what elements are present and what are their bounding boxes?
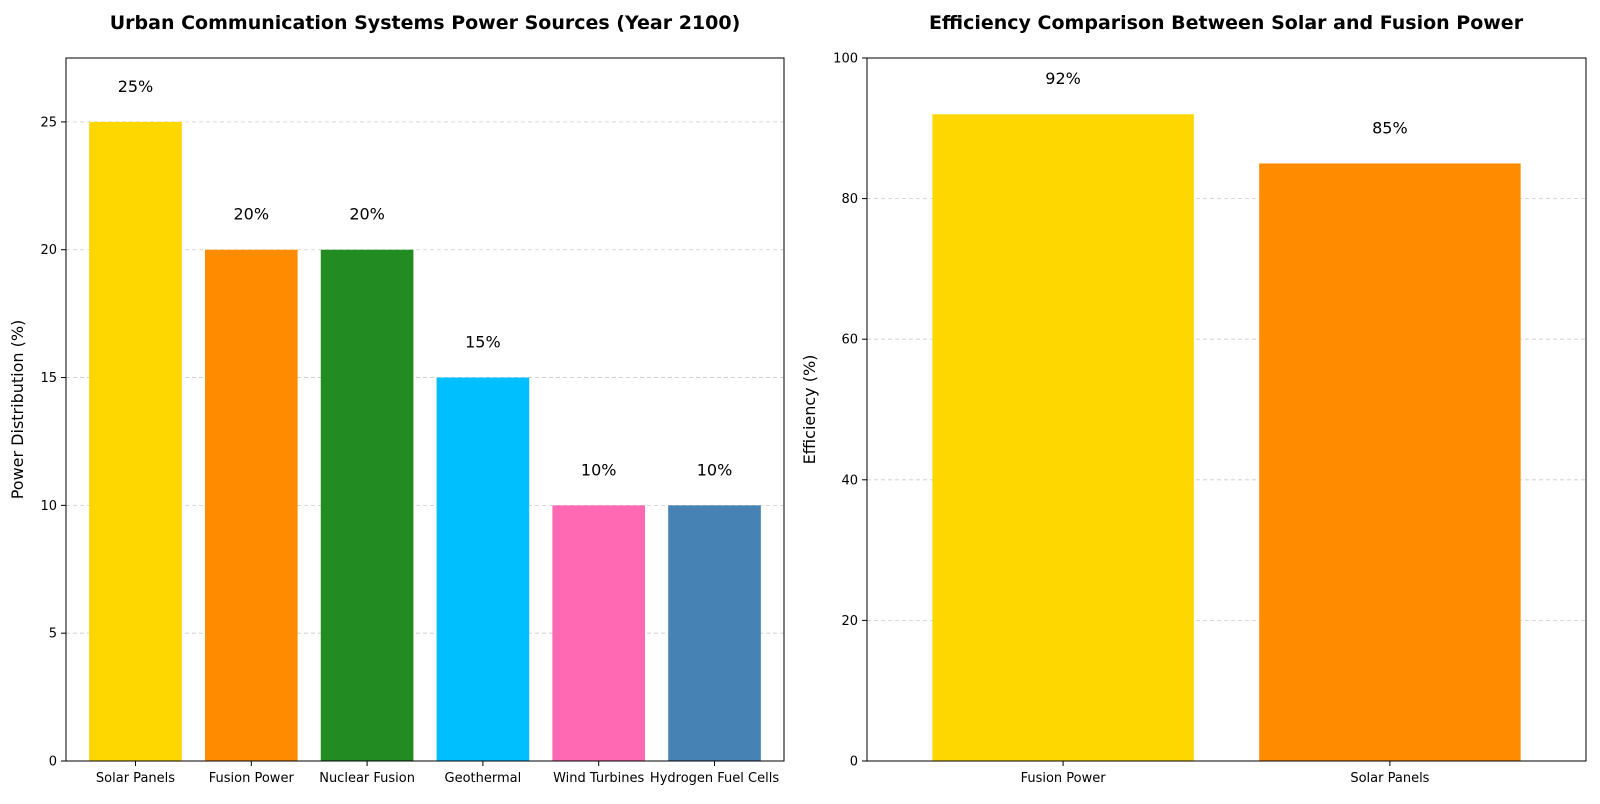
- x-tick-label: Hydrogen Fuel Cells: [650, 771, 779, 786]
- bar-fusion-power: [204, 249, 298, 761]
- y-tick-label: 40: [841, 473, 858, 488]
- y-tick-label: 0: [850, 755, 858, 770]
- y-tick-label: 20: [40, 243, 57, 258]
- y-tick-label: 0: [49, 755, 57, 770]
- data-label: 92%: [1045, 69, 1081, 88]
- y-tick-label: 60: [841, 333, 858, 348]
- bar-geothermal: [436, 377, 530, 761]
- bar-hydrogen-fuel-cells: [668, 505, 761, 761]
- y-tick-label: 100: [833, 52, 858, 67]
- data-label: 20%: [349, 205, 385, 224]
- data-label: 10%: [581, 460, 617, 479]
- y-tick-label: 20: [841, 614, 858, 629]
- data-label: 25%: [118, 77, 154, 96]
- x-tick-label: Fusion Power: [1021, 771, 1107, 786]
- y-axis-label: Power Distribution (%): [8, 320, 27, 500]
- efficiency-comparison-chart: 92% 85% 0 20 40 60 80 100 Fusion Power Solar Pane…: [800, 12, 1587, 786]
- x-tick-label: Solar Panels: [1350, 771, 1429, 786]
- chart-title: Efficiency Comparison Between Solar and …: [929, 12, 1524, 34]
- plot-frame: [866, 57, 1587, 762]
- chart-title: Urban Communication Systems Power Source…: [110, 12, 741, 34]
- y-axis-label: Efficiency (%): [800, 355, 819, 465]
- y-tick-label: 15: [40, 371, 57, 386]
- y-tick-label: 5: [49, 627, 57, 642]
- x-tick-label: Geothermal: [445, 771, 522, 786]
- bar-solar-panels: [1259, 163, 1521, 761]
- bar-solar-panels: [89, 121, 182, 762]
- data-label: 85%: [1372, 118, 1408, 137]
- x-tick-label: Solar Panels: [96, 771, 175, 786]
- bar-nuclear-fusion: [320, 249, 414, 761]
- power-sources-chart: 25% 20% 20% 15% 10% 10% 0 5 10 15 20 25 Solar Panels…: [8, 12, 785, 786]
- bar-wind-turbines: [552, 505, 646, 761]
- y-tick-label: 10: [40, 499, 57, 514]
- data-label: 10%: [697, 460, 733, 479]
- x-tick-label: Wind Turbines: [553, 771, 644, 786]
- bar-fusion-power: [932, 114, 1194, 762]
- x-tick-label: Nuclear Fusion: [319, 771, 415, 786]
- plot-frame: [65, 57, 785, 762]
- x-tick-label: Fusion Power: [209, 771, 295, 786]
- data-label: 20%: [234, 205, 270, 224]
- y-tick-label: 25: [40, 115, 57, 130]
- data-label: 15%: [465, 333, 501, 352]
- y-tick-label: 80: [841, 192, 858, 207]
